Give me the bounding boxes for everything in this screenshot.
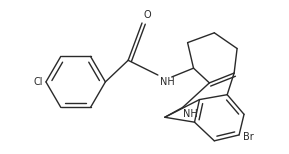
Text: Br: Br xyxy=(243,132,254,142)
Text: Cl: Cl xyxy=(34,77,43,87)
Text: NH: NH xyxy=(160,77,175,87)
Text: O: O xyxy=(143,10,151,20)
Text: NH: NH xyxy=(183,109,197,119)
